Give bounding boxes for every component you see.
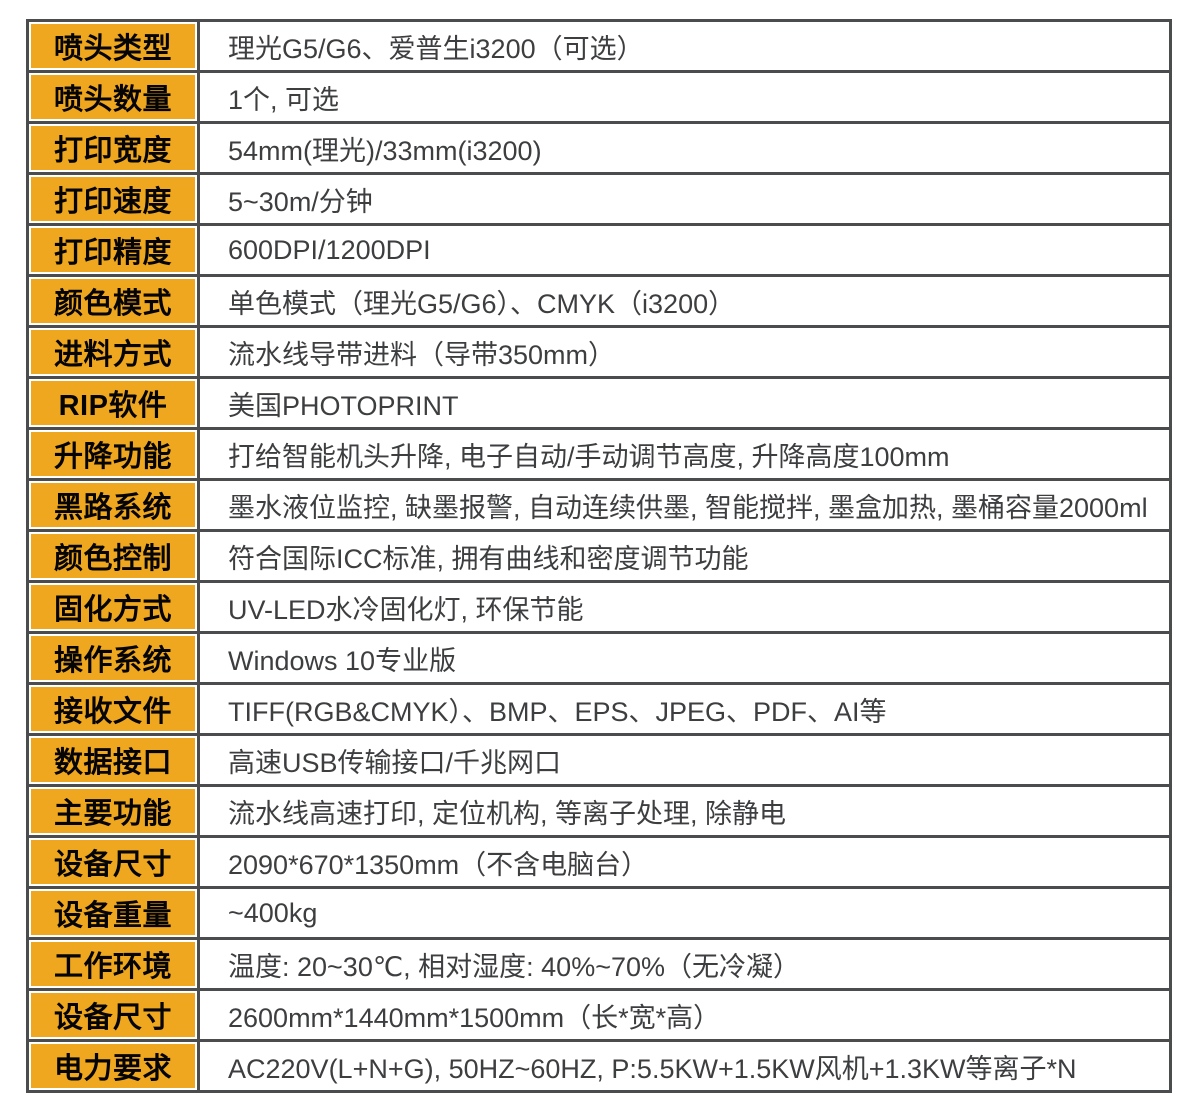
spec-row: 固化方式 UV-LED水冷固化灯, 环保节能 [26,580,1172,634]
spec-row: 操作系统 Windows 10专业版 [26,631,1172,685]
spec-row: 设备重量 ~400kg [26,886,1172,940]
spec-label-cell: 颜色控制 [26,529,200,583]
spec-row: RIP软件 美国PHOTOPRINT [26,376,1172,430]
spec-row: 颜色模式 单色模式（理光G5/G6）、CMYK（i3200） [26,274,1172,328]
spec-row: 升降功能 打给智能机头升降, 电子自动/手动调节高度, 升降高度100mm [26,427,1172,481]
spec-value: 600DPI/1200DPI [197,223,1172,277]
spec-label-cell: 升降功能 [26,427,200,481]
spec-label-cell: 打印速度 [26,172,200,226]
spec-label-cell: 主要功能 [26,784,200,838]
spec-label: RIP软件 [31,381,195,425]
spec-label-cell: 黑路系统 [26,478,200,532]
spec-label: 固化方式 [31,585,195,629]
spec-table-body: 喷头类型 理光G5/G6、爱普生i3200（可选） 喷头数量 1个, 可选 打印… [26,19,1172,1093]
spec-label: 黑路系统 [31,483,195,527]
spec-value: Windows 10专业版 [197,631,1172,685]
spec-label: 接收文件 [31,687,195,731]
spec-label-cell: 工作环境 [26,937,200,991]
spec-label: 颜色控制 [31,534,195,578]
spec-value: TIFF(RGB&CMYK）、BMP、EPS、JPEG、PDF、AI等 [197,682,1172,736]
spec-row: 接收文件 TIFF(RGB&CMYK）、BMP、EPS、JPEG、PDF、AI等 [26,682,1172,736]
spec-label: 升降功能 [31,432,195,476]
spec-label-cell: 设备重量 [26,886,200,940]
spec-table: 喷头类型 理光G5/G6、爱普生i3200（可选） 喷头数量 1个, 可选 打印… [26,19,1172,1093]
spec-label: 主要功能 [31,789,195,833]
spec-label: 颜色模式 [31,279,195,323]
spec-label: 工作环境 [31,942,195,986]
spec-label-cell: 打印宽度 [26,121,200,175]
spec-row: 打印宽度 54mm(理光)/33mm(i3200) [26,121,1172,175]
spec-label: 喷头类型 [31,24,195,68]
spec-value: 高速USB传输接口/千兆网口 [197,733,1172,787]
spec-label-cell: 喷头数量 [26,70,200,124]
spec-label-cell: RIP软件 [26,376,200,430]
spec-value: 54mm(理光)/33mm(i3200) [197,121,1172,175]
spec-row: 颜色控制 符合国际ICC标准, 拥有曲线和密度调节功能 [26,529,1172,583]
spec-row: 设备尺寸 2090*670*1350mm（不含电脑台） [26,835,1172,889]
spec-label-cell: 喷头类型 [26,19,200,73]
spec-row: 喷头数量 1个, 可选 [26,70,1172,124]
spec-label-cell: 设备尺寸 [26,835,200,889]
spec-row: 打印速度 5~30m/分钟 [26,172,1172,226]
spec-value: 流水线导带进料（导带350mm） [197,325,1172,379]
spec-label-cell: 颜色模式 [26,274,200,328]
spec-row: 电力要求 AC220V(L+N+G), 50HZ~60HZ, P:5.5KW+1… [26,1039,1172,1093]
spec-label-cell: 数据接口 [26,733,200,787]
spec-value: AC220V(L+N+G), 50HZ~60HZ, P:5.5KW+1.5KW风… [197,1039,1172,1093]
spec-label-cell: 打印精度 [26,223,200,277]
spec-label-cell: 操作系统 [26,631,200,685]
spec-value: 温度: 20~30℃, 相对湿度: 40%~70%（无冷凝） [197,937,1172,991]
spec-label: 喷头数量 [31,75,195,119]
spec-label-cell: 固化方式 [26,580,200,634]
spec-label-cell: 接收文件 [26,682,200,736]
spec-value: 2090*670*1350mm（不含电脑台） [197,835,1172,889]
spec-label-cell: 进料方式 [26,325,200,379]
spec-label: 打印精度 [31,228,195,272]
spec-row: 数据接口 高速USB传输接口/千兆网口 [26,733,1172,787]
spec-value: 美国PHOTOPRINT [197,376,1172,430]
spec-row: 设备尺寸 2600mm*1440mm*1500mm（长*宽*高） [26,988,1172,1042]
spec-row: 进料方式 流水线导带进料（导带350mm） [26,325,1172,379]
spec-label: 数据接口 [31,738,195,782]
spec-label: 操作系统 [31,636,195,680]
spec-value: UV-LED水冷固化灯, 环保节能 [197,580,1172,634]
spec-value: 符合国际ICC标准, 拥有曲线和密度调节功能 [197,529,1172,583]
spec-row: 工作环境 温度: 20~30℃, 相对湿度: 40%~70%（无冷凝） [26,937,1172,991]
spec-value: 理光G5/G6、爱普生i3200（可选） [197,19,1172,73]
spec-label: 设备重量 [31,891,195,935]
spec-label: 电力要求 [31,1044,195,1088]
spec-label: 进料方式 [31,330,195,374]
spec-label: 打印宽度 [31,126,195,170]
spec-value: 1个, 可选 [197,70,1172,124]
spec-value: 单色模式（理光G5/G6）、CMYK（i3200） [197,274,1172,328]
spec-label: 设备尺寸 [31,840,195,884]
spec-label: 打印速度 [31,177,195,221]
spec-row: 主要功能 流水线高速打印, 定位机构, 等离子处理, 除静电 [26,784,1172,838]
spec-label: 设备尺寸 [31,993,195,1037]
spec-value: ~400kg [197,886,1172,940]
spec-value: 墨水液位监控, 缺墨报警, 自动连续供墨, 智能搅拌, 墨盒加热, 墨桶容量20… [197,478,1172,532]
spec-row: 黑路系统 墨水液位监控, 缺墨报警, 自动连续供墨, 智能搅拌, 墨盒加热, 墨… [26,478,1172,532]
spec-row: 打印精度 600DPI/1200DPI [26,223,1172,277]
spec-value: 5~30m/分钟 [197,172,1172,226]
spec-value: 流水线高速打印, 定位机构, 等离子处理, 除静电 [197,784,1172,838]
spec-label-cell: 电力要求 [26,1039,200,1093]
spec-row: 喷头类型 理光G5/G6、爱普生i3200（可选） [26,19,1172,73]
spec-value: 打给智能机头升降, 电子自动/手动调节高度, 升降高度100mm [197,427,1172,481]
spec-label-cell: 设备尺寸 [26,988,200,1042]
spec-value: 2600mm*1440mm*1500mm（长*宽*高） [197,988,1172,1042]
